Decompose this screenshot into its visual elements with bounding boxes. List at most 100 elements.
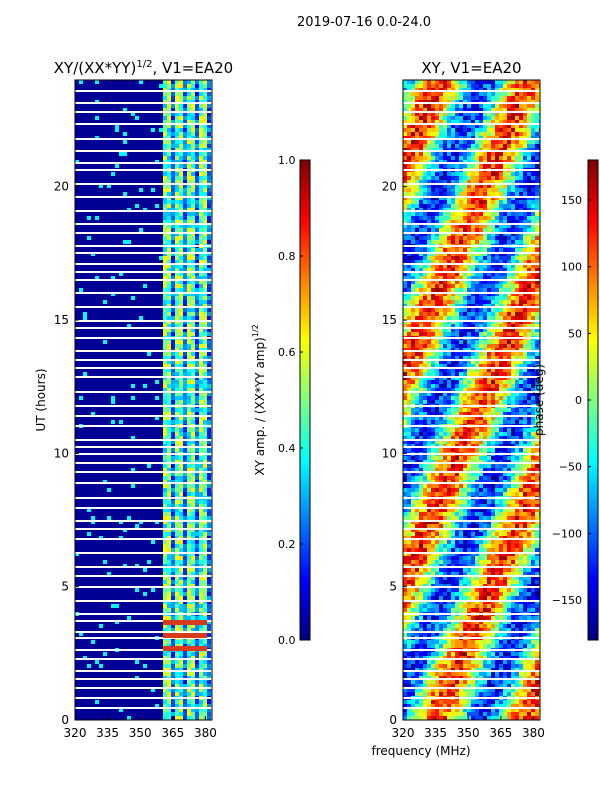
heat-cell [103, 368, 107, 372]
heat-cell [143, 192, 147, 196]
heat-cell [187, 540, 191, 544]
heat-cell [187, 280, 191, 284]
heat-cell [99, 476, 103, 480]
heat-cell [183, 316, 187, 320]
heat-cell [175, 488, 179, 492]
heat-cell [199, 184, 203, 188]
heat-cell [207, 164, 211, 168]
heat-cell [111, 256, 115, 260]
heat-cell [83, 556, 87, 560]
heat-cell [207, 256, 211, 260]
heat-cell [103, 360, 107, 364]
heat-cell [195, 588, 199, 592]
heat-cell [87, 440, 91, 444]
heat-cell [135, 296, 139, 300]
heat-cell [167, 224, 171, 228]
heat-cell [147, 576, 151, 580]
heat-cell [111, 468, 115, 472]
heat-cell [195, 300, 199, 304]
heat-cell [203, 472, 207, 476]
heat-cell [111, 560, 115, 564]
heat-cell [111, 84, 115, 88]
heat-cell [175, 224, 179, 228]
heat-cell [79, 360, 83, 364]
heat-cell [95, 504, 99, 508]
heat-cell [171, 256, 175, 260]
heat-cell [83, 624, 87, 628]
heat-cell [75, 144, 79, 148]
heat-cell [79, 592, 83, 596]
heat-cell [175, 264, 179, 268]
heat-cell [163, 488, 167, 492]
heat-cell [111, 200, 115, 204]
heat-cell [99, 524, 103, 528]
heat-cell [187, 192, 191, 196]
heat-cell [163, 352, 167, 356]
heat-cell [139, 556, 143, 560]
heat-cell [75, 644, 79, 648]
heat-cell [151, 456, 155, 460]
heat-cell [199, 380, 203, 384]
heat-cell [195, 92, 199, 96]
heat-cell [187, 184, 191, 188]
heat-cell [75, 332, 79, 336]
heat-cell [95, 360, 99, 364]
heat-cell [171, 96, 175, 100]
heat-cell [163, 80, 167, 84]
heat-cell [123, 228, 127, 232]
heat-cell [179, 132, 183, 136]
heat-cell [83, 644, 87, 648]
heat-cell [147, 420, 151, 424]
heat-cell [159, 248, 163, 252]
heat-cell [199, 280, 203, 284]
heat-cell [139, 256, 143, 260]
heat-cell [79, 396, 83, 400]
heat-cell [175, 184, 179, 188]
heat-cell [167, 516, 171, 520]
heat-cell [195, 216, 199, 220]
heat-cell [179, 628, 183, 632]
heat-cell [195, 436, 199, 440]
heat-cell [99, 264, 103, 268]
heat-cell [83, 524, 87, 528]
heat-cell [195, 524, 199, 528]
heat-cell [155, 596, 159, 600]
heat-cell [131, 640, 135, 644]
heat-cell [159, 372, 163, 376]
heat-cell [103, 312, 107, 316]
heat-cell [139, 328, 143, 332]
heat-cell [167, 388, 171, 392]
heat-cell [199, 344, 203, 348]
heat-cell [203, 128, 207, 132]
heat-cell [99, 616, 103, 620]
heat-cell [187, 380, 191, 384]
heat-cell [123, 104, 127, 108]
heat-cell [207, 616, 211, 620]
heat-cell [167, 180, 171, 184]
heat-cell [203, 112, 207, 116]
heat-cell [131, 456, 135, 460]
heat-cell [163, 112, 167, 116]
heat-cell [103, 596, 107, 600]
heat-cell [147, 192, 151, 196]
heat-cell [163, 628, 167, 632]
heat-cell [103, 504, 107, 508]
heat-cell [87, 268, 91, 272]
heat-cell [75, 180, 79, 184]
heat-cell [199, 312, 203, 316]
heat-cell [159, 308, 163, 312]
heat-cell [139, 396, 143, 400]
heat-cell [83, 220, 87, 224]
heat-cell [155, 316, 159, 320]
heat-cell [171, 204, 175, 208]
heat-cell [91, 432, 95, 436]
heat-cell [179, 164, 183, 168]
heat-cell [151, 508, 155, 512]
heat-cell [187, 308, 191, 312]
heat-cell [183, 256, 187, 260]
heat-cell [139, 408, 143, 412]
heat-cell [91, 592, 95, 596]
heat-cell [199, 468, 203, 472]
heat-cell [199, 440, 203, 444]
heat-cell [179, 380, 183, 384]
